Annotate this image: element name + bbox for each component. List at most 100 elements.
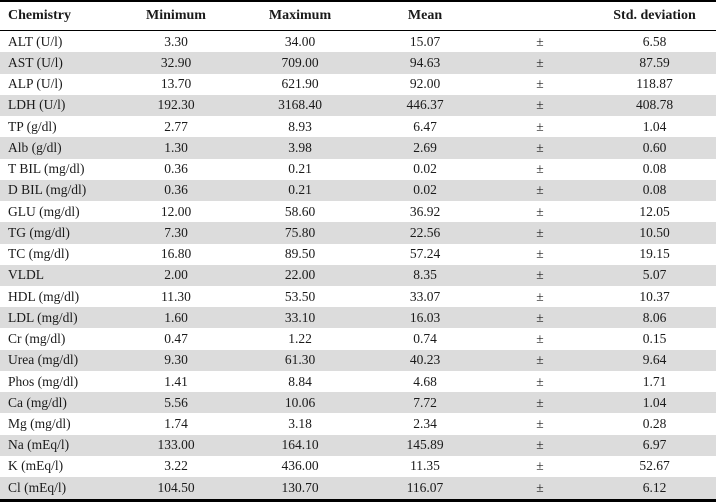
cell-maximum: 34.00 bbox=[284, 33, 316, 49]
cell-std-deviation: 87.59 bbox=[639, 55, 670, 71]
cell-mean: 33.07 bbox=[409, 288, 441, 304]
cell-maximum: 1.22 bbox=[288, 331, 312, 347]
column-header-std-deviation: Std. deviation bbox=[593, 1, 716, 31]
cell-std-deviation: 1.71 bbox=[642, 373, 667, 389]
table-row: TG (mg/dl) 7.30 75.80 22.56 ±10.50 bbox=[0, 222, 716, 244]
cell-minimum: 192.30 bbox=[157, 97, 195, 113]
cell-maximum: 130.70 bbox=[281, 480, 319, 496]
cell-plusminus: ± bbox=[536, 33, 544, 49]
cell-mean: 16.03 bbox=[409, 309, 441, 325]
cell-plusminus: ± bbox=[536, 480, 544, 496]
table-row: LDL (mg/dl) 1.60 33.10 16.03 ±8.06 bbox=[0, 307, 716, 329]
table-row: D BIL (mg/dl) 0.36 0.21 0.02 ±0.08 bbox=[0, 179, 716, 202]
cell-maximum: 75.80 bbox=[284, 224, 316, 240]
cell-minimum: 7.30 bbox=[164, 224, 188, 240]
cell-chemistry: HDL (mg/dl) bbox=[8, 288, 80, 304]
cell-minimum: 0.36 bbox=[164, 161, 188, 177]
cell-maximum: 8.93 bbox=[288, 118, 312, 134]
cell-chemistry: Mg (mg/dl) bbox=[8, 416, 71, 431]
cell-chemistry: Na (mEq/l) bbox=[8, 437, 70, 453]
cell-chemistry: Urea (mg/dl) bbox=[8, 352, 79, 368]
cell-chemistry: K (mEq/l) bbox=[8, 458, 64, 474]
column-header-maximum: Maximum bbox=[237, 1, 363, 31]
cell-plusminus: ± bbox=[536, 394, 544, 410]
table-row: TC (mg/dl) 16.80 89.50 57.24 ±19.15 bbox=[0, 244, 716, 265]
table-row: Cl (mEq/l) 104.50 130.70 116.07 ±6.12 bbox=[0, 477, 716, 501]
table-row: K (mEq/l) 3.22 436.00 11.35 ±52.67 bbox=[0, 456, 716, 477]
cell-mean: 0.74 bbox=[413, 331, 437, 347]
cell-std-deviation: 6.12 bbox=[642, 480, 667, 496]
column-header-plusminus bbox=[487, 1, 593, 31]
cell-minimum: 0.47 bbox=[164, 331, 188, 347]
cell-maximum: 8.84 bbox=[288, 373, 312, 389]
cell-plusminus: ± bbox=[536, 309, 544, 325]
table-row: Alb (g/dl) 1.30 3.98 2.69 ±0.60 bbox=[0, 137, 716, 159]
cell-plusminus: ± bbox=[536, 373, 544, 389]
cell-minimum: 16.80 bbox=[160, 246, 192, 262]
table-row: TP (g/dl) 2.77 8.93 6.47 ±1.04 bbox=[0, 116, 716, 137]
cell-maximum: 58.60 bbox=[284, 203, 316, 219]
cell-minimum: 12.00 bbox=[160, 203, 192, 219]
cell-minimum: 11.30 bbox=[161, 288, 191, 304]
cell-minimum: 0.36 bbox=[164, 182, 188, 198]
cell-maximum: 709.00 bbox=[281, 55, 319, 71]
cell-mean: 22.56 bbox=[409, 224, 441, 240]
cell-maximum: 53.50 bbox=[284, 288, 316, 304]
table-row: T BIL (mg/dl) 0.36 0.21 0.02 ±0.08 bbox=[0, 159, 716, 180]
cell-std-deviation: 1.04 bbox=[642, 394, 667, 410]
cell-std-deviation: 5.07 bbox=[642, 267, 667, 283]
cell-std-deviation: 118.87 bbox=[636, 76, 673, 92]
cell-maximum: 0.21 bbox=[288, 182, 312, 198]
cell-chemistry: Ca (mg/dl) bbox=[8, 394, 67, 410]
cell-plusminus: ± bbox=[536, 246, 544, 262]
cell-minimum: 1.60 bbox=[164, 309, 188, 325]
cell-maximum: 621.90 bbox=[281, 76, 319, 92]
table-row: Mg (mg/dl) 1.74 3.18 2.34 ±0.28 bbox=[0, 413, 716, 434]
cell-plusminus: ± bbox=[536, 139, 544, 155]
cell-plusminus: ± bbox=[536, 97, 544, 113]
cell-plusminus: ± bbox=[536, 437, 544, 453]
cell-mean: 8.35 bbox=[413, 267, 437, 283]
cell-mean: 0.02 bbox=[413, 182, 437, 198]
cell-mean: 2.69 bbox=[413, 139, 437, 155]
cell-minimum: 5.56 bbox=[164, 394, 188, 410]
cell-chemistry: ALP (U/l) bbox=[8, 76, 63, 92]
cell-chemistry: D BIL (mg/dl) bbox=[8, 182, 87, 198]
column-header-chemistry: Chemistry bbox=[0, 1, 115, 31]
cell-mean: 40.23 bbox=[409, 352, 441, 368]
cell-maximum: 89.50 bbox=[284, 246, 316, 262]
cell-chemistry: LDH (U/l) bbox=[8, 97, 66, 113]
table-body: ALT (U/l) 3.30 34.00 15.07 ±6.58 AST (U/l) 32.… bbox=[0, 31, 716, 501]
cell-plusminus: ± bbox=[536, 76, 544, 92]
cell-plusminus: ± bbox=[536, 416, 544, 431]
cell-std-deviation: 0.15 bbox=[642, 331, 667, 347]
cell-minimum: 1.74 bbox=[164, 416, 188, 431]
cell-chemistry: VLDL bbox=[8, 267, 44, 283]
cell-maximum: 3.98 bbox=[288, 139, 312, 155]
cell-std-deviation: 1.04 bbox=[642, 118, 667, 134]
cell-minimum: 104.50 bbox=[157, 480, 195, 496]
cell-mean: 0.02 bbox=[413, 161, 437, 177]
cell-maximum: 3.18 bbox=[288, 416, 312, 431]
cell-plusminus: ± bbox=[536, 203, 544, 219]
cell-minimum: 9.30 bbox=[164, 352, 188, 368]
cell-std-deviation: 52.67 bbox=[639, 458, 670, 474]
cell-minimum: 133.00 bbox=[157, 437, 195, 453]
cell-minimum: 1.30 bbox=[164, 139, 188, 155]
cell-minimum: 32.90 bbox=[160, 55, 192, 71]
cell-plusminus: ± bbox=[536, 331, 544, 347]
cell-std-deviation: 408.78 bbox=[635, 97, 674, 113]
cell-chemistry: GLU (mg/dl) bbox=[8, 203, 80, 219]
table-row: Ca (mg/dl) 5.56 10.06 7.72 ±1.04 bbox=[0, 392, 716, 414]
cell-std-deviation: 0.60 bbox=[642, 139, 667, 155]
cell-chemistry: Cl (mEq/l) bbox=[8, 480, 67, 496]
table-row: HDL (mg/dl) 11.30 53.50 33.07 ±10.37 bbox=[0, 286, 716, 307]
cell-mean: 6.47 bbox=[413, 118, 437, 134]
table-row: Cr (mg/dl) 0.47 1.22 0.74 ±0.15 bbox=[0, 328, 716, 349]
cell-plusminus: ± bbox=[536, 118, 544, 134]
cell-minimum: 13.70 bbox=[160, 76, 192, 92]
cell-std-deviation: 10.50 bbox=[639, 224, 670, 240]
column-header-minimum: Minimum bbox=[115, 1, 237, 31]
